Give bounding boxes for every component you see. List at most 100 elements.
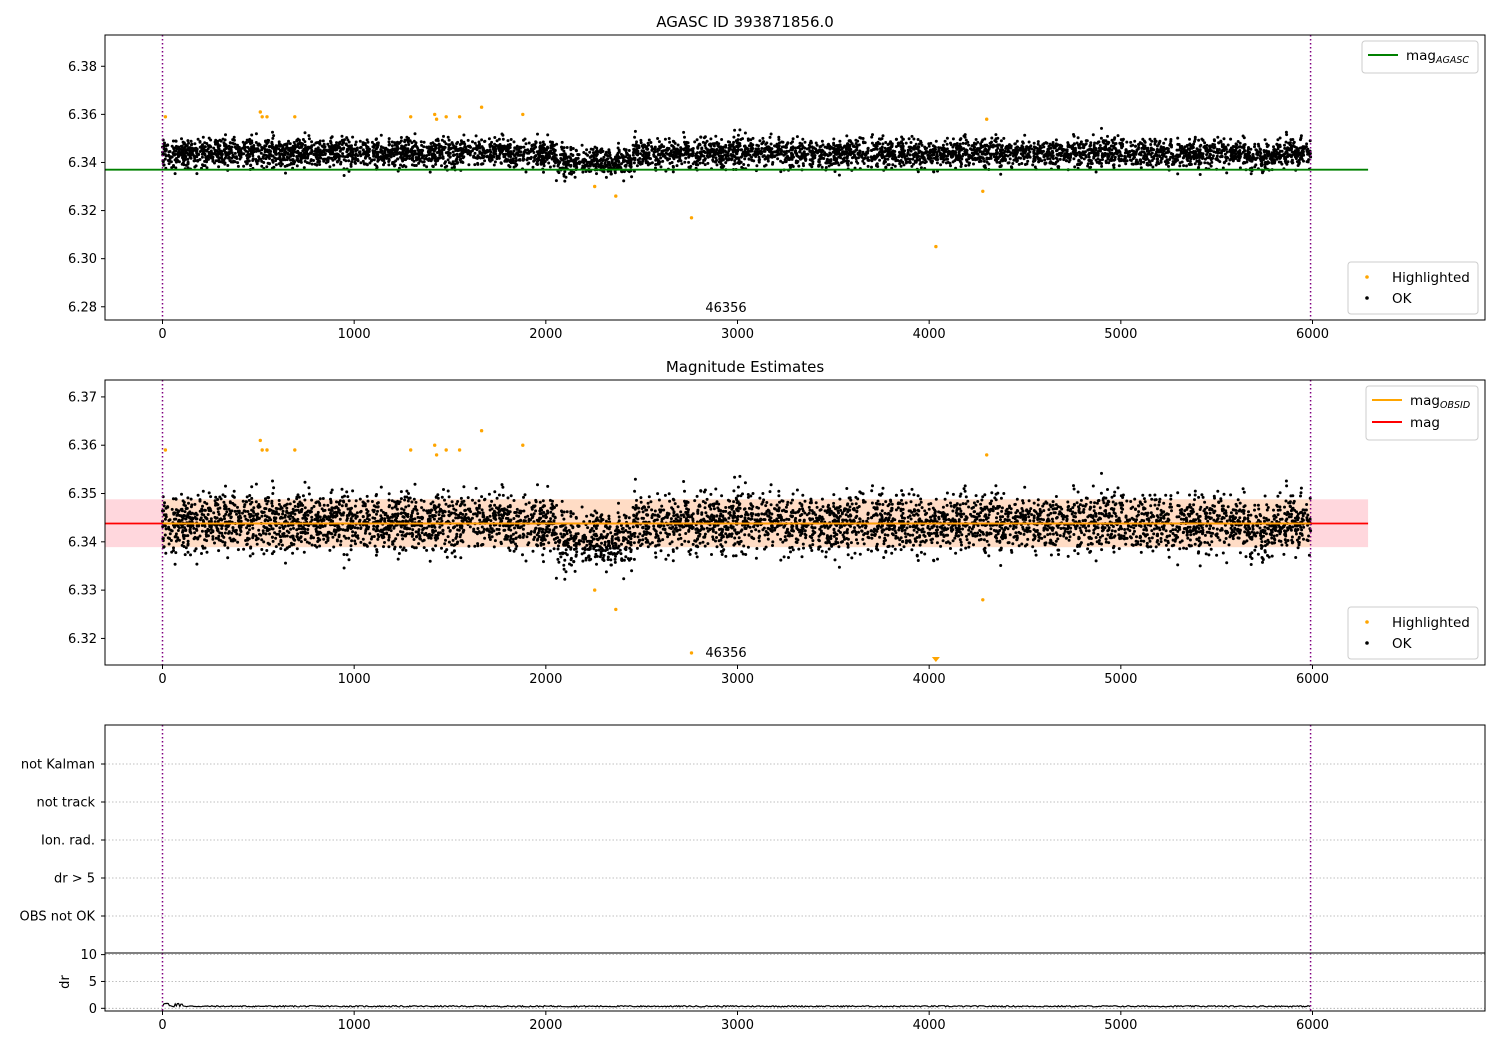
ok-point [881,134,885,138]
ok-point [880,137,884,141]
ok-point [805,147,809,151]
ok-point [1139,153,1143,157]
ok-point [1147,159,1151,163]
ok-point [1211,154,1215,158]
ok-point [420,143,424,147]
ok-point [754,147,758,151]
ok-point [335,160,339,164]
ok-point [927,144,931,148]
ok-point [557,171,561,175]
ok-point [696,145,700,149]
ok-point [376,143,380,147]
ok-point [242,164,246,168]
ok-point [408,149,412,153]
ok-point [1273,147,1276,151]
ok-point [404,150,408,154]
ok-point [875,164,878,168]
ok-point [1032,151,1036,155]
ok-point [464,147,468,151]
ok-point [664,151,668,155]
ok-point [1067,143,1071,147]
ok-point [862,162,866,165]
ok-point [1160,146,1164,150]
ok-point [372,158,376,162]
ok-point [770,155,774,159]
ok-point [1203,161,1207,165]
ok-point [795,154,799,158]
ok-point [635,152,639,156]
ok-point [161,160,165,164]
ok-point [707,143,711,147]
ok-point [656,137,660,140]
ok-point [1204,146,1208,150]
ok-point [480,138,484,142]
ok-point [227,144,231,148]
ok-point [1171,156,1175,160]
ok-point [1162,141,1166,145]
ok-point [1164,155,1168,159]
ok-point [434,162,438,166]
ok-point [1084,155,1088,159]
ok-point [809,149,813,153]
ok-point [434,146,438,150]
ok-point [1046,155,1049,158]
ok-point [798,150,802,154]
ok-point [849,161,853,165]
ok-point [1084,139,1088,143]
ok-point [1243,143,1247,146]
ok-point [1045,150,1049,154]
ok-point [359,161,363,165]
ok-point [1193,140,1196,143]
ok-point [440,152,444,156]
ok-point [453,153,457,157]
ok-point [684,146,688,150]
ok-point [1208,162,1212,166]
ok-point [1225,150,1229,154]
ok-point [1218,160,1222,164]
ok-point [980,140,984,144]
ok-point [969,147,972,151]
ok-point [640,149,644,153]
ok-point [553,149,557,152]
ok-point [873,157,877,161]
ok-point [687,155,691,159]
ok-point [1164,162,1168,166]
ok-point [350,160,354,164]
ok-point [533,156,536,160]
ok-point [1182,164,1186,168]
ok-point [627,149,631,152]
ok-point [403,140,407,144]
ok-point [1204,149,1208,153]
ok-point [880,152,884,156]
ok-point [532,151,536,154]
ok-point [1142,160,1146,164]
ok-point [951,160,955,164]
ok-point [999,139,1003,143]
ok-point [329,145,333,149]
ok-point [959,161,963,165]
ok-point [1145,147,1149,150]
ok-point [1231,145,1235,148]
ok-point [963,133,967,137]
ok-point [954,146,958,150]
ok-point [1292,141,1296,145]
ok-point [1189,162,1193,166]
ok-point [746,163,750,167]
ok-point [242,145,246,149]
ok-point [1299,138,1302,142]
ok-point [305,161,309,165]
ok-point [174,158,178,161]
ok-point [893,164,897,168]
ok-point [588,150,592,154]
ok-point [303,156,307,160]
ok-point [1077,144,1081,148]
ok-point [1067,160,1071,164]
ok-point [787,149,791,153]
ok-point [340,134,344,138]
ok-point [820,139,824,143]
ok-point [1012,158,1016,162]
ok-point [880,155,884,159]
ok-point [387,163,391,167]
ok-point [538,141,542,145]
ok-point [283,148,287,152]
